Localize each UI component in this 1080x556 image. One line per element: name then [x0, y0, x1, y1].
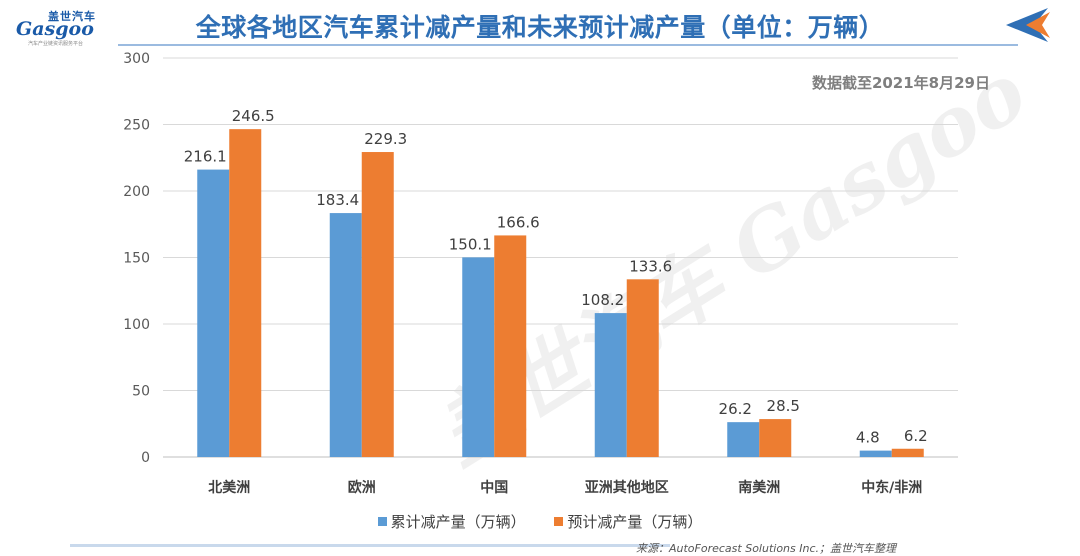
data-label: 166.6: [497, 213, 540, 231]
y-tick-label: 150: [123, 251, 150, 267]
legend-item-forecast: 预计减产量（万辆）: [554, 511, 702, 532]
x-tick-label: 欧洲: [348, 479, 376, 496]
y-tick-label: 50: [132, 384, 150, 400]
y-tick-label: 300: [123, 51, 150, 67]
source-note: 来源：AutoForecast Solutions Inc.；盖世汽车整理: [636, 542, 897, 555]
data-label: 183.4: [316, 191, 359, 209]
logo-english-text: Gasgoo: [16, 18, 94, 40]
bar: [462, 257, 495, 457]
legend-label-cumulative: 累计减产量（万辆）: [390, 513, 526, 531]
bar: [626, 279, 659, 457]
back-arrow-icon[interactable]: [1004, 6, 1052, 44]
data-label: 108.2: [581, 291, 624, 309]
bar: [361, 152, 394, 457]
data-label: 150.1: [449, 235, 492, 253]
bar: [727, 422, 760, 457]
bar: [197, 169, 230, 457]
legend-swatch-forecast: [554, 517, 564, 526]
data-label: 216.1: [184, 148, 227, 166]
bar: [594, 313, 627, 457]
x-tick-label: 亚洲其他地区: [585, 479, 669, 496]
legend: 累计减产量（万辆） 预计减产量（万辆）: [0, 511, 1080, 532]
y-tick-label: 0: [141, 450, 150, 466]
bar: [229, 129, 262, 457]
logo-subtitle: 汽车产业链资讯服务平台: [28, 41, 84, 47]
bar: [891, 448, 924, 457]
bar: [759, 419, 792, 457]
legend-label-forecast: 预计减产量（万辆）: [567, 513, 703, 531]
data-label: 28.5: [767, 397, 800, 415]
data-label: 229.3: [364, 130, 407, 148]
data-label: 4.8: [856, 429, 880, 447]
data-label: 26.2: [719, 400, 752, 418]
title-divider: [118, 44, 1018, 46]
bar: [329, 213, 362, 457]
x-tick-label: 中东/非洲: [861, 479, 922, 496]
y-tick-label: 100: [123, 317, 150, 333]
legend-swatch-cumulative: [377, 517, 387, 526]
gasgoo-logo: 盖世汽车 Gasgoo 汽车产业链资讯服务平台: [14, 8, 114, 48]
x-tick-label: 中国: [480, 479, 508, 496]
data-label: 6.2: [904, 427, 928, 445]
y-tick-label: 200: [123, 184, 150, 200]
bar: [859, 450, 892, 457]
x-tick-label: 南美洲: [738, 479, 780, 496]
bar: [494, 235, 527, 457]
bottom-divider: [70, 544, 670, 547]
legend-item-cumulative: 累计减产量（万辆）: [377, 511, 526, 532]
data-label: 133.6: [629, 257, 672, 275]
x-tick-label: 北美洲: [208, 479, 250, 496]
date-note: 数据截至2021年8月29日: [811, 74, 990, 92]
logo-chinese-text: 盖世汽车: [48, 10, 96, 23]
y-tick-label: 250: [123, 118, 150, 134]
data-label: 246.5: [232, 107, 275, 125]
chart-title: 全球各地区汽车累计减产量和未来预计减产量（单位：万辆）: [195, 13, 885, 42]
